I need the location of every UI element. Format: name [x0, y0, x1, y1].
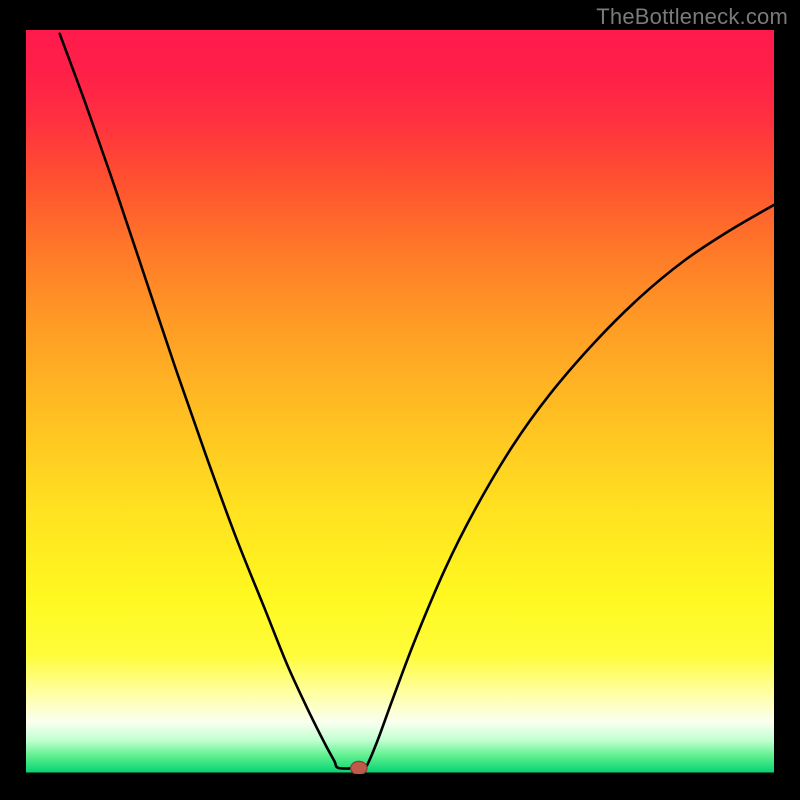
- chart-svg: [26, 30, 774, 774]
- watermark-text: TheBottleneck.com: [596, 4, 788, 30]
- plot-background: [26, 30, 774, 774]
- minimum-marker: [351, 761, 367, 774]
- bottleneck-chart: [26, 30, 774, 774]
